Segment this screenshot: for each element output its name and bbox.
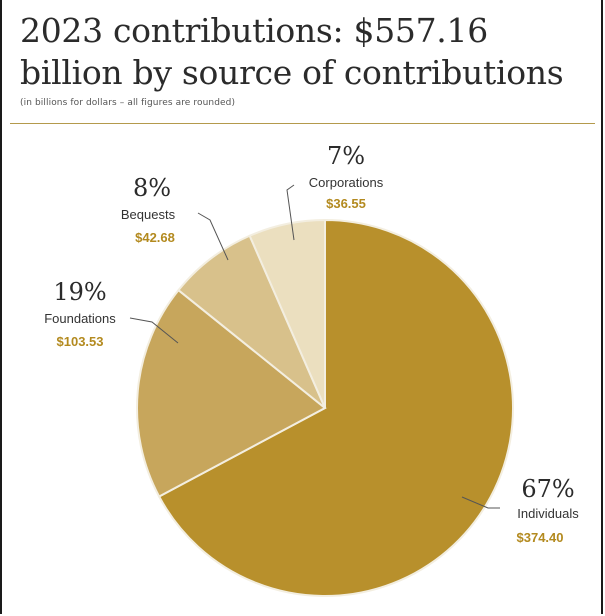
leader-line-corporations: [286, 184, 295, 241]
leader-line-bequests: [197, 212, 229, 261]
value-label-corporations: $36.55: [326, 196, 366, 211]
pie-slices: [136, 218, 515, 597]
percent-label-bequests: 8%: [133, 174, 171, 202]
category-label-bequests: Bequests: [121, 207, 176, 222]
chart-subtitle: (in billions for dollars – all figures a…: [20, 98, 236, 108]
pie-slice-corporations: [248, 218, 326, 409]
chart-title: 2023 contributions: $557.16 billion by s…: [20, 11, 564, 92]
leader-line-individuals: [461, 496, 500, 509]
percent-label-foundations: 19%: [53, 278, 106, 306]
category-label-corporations: Corporations: [309, 175, 384, 190]
percent-label-corporations: 7%: [327, 142, 365, 170]
value-label-bequests: $42.68: [135, 230, 175, 245]
percent-label-individuals: 67%: [521, 475, 574, 503]
value-label-individuals: $374.40: [517, 530, 564, 545]
pie-slice-individuals: [157, 218, 515, 597]
leader-line-foundations: [129, 317, 179, 344]
category-label-foundations: Foundations: [44, 311, 116, 326]
title-divider: [10, 123, 595, 124]
category-label-individuals: Individuals: [517, 506, 579, 521]
value-label-foundations: $103.53: [57, 334, 104, 349]
pie-slice-foundations: [136, 288, 327, 498]
